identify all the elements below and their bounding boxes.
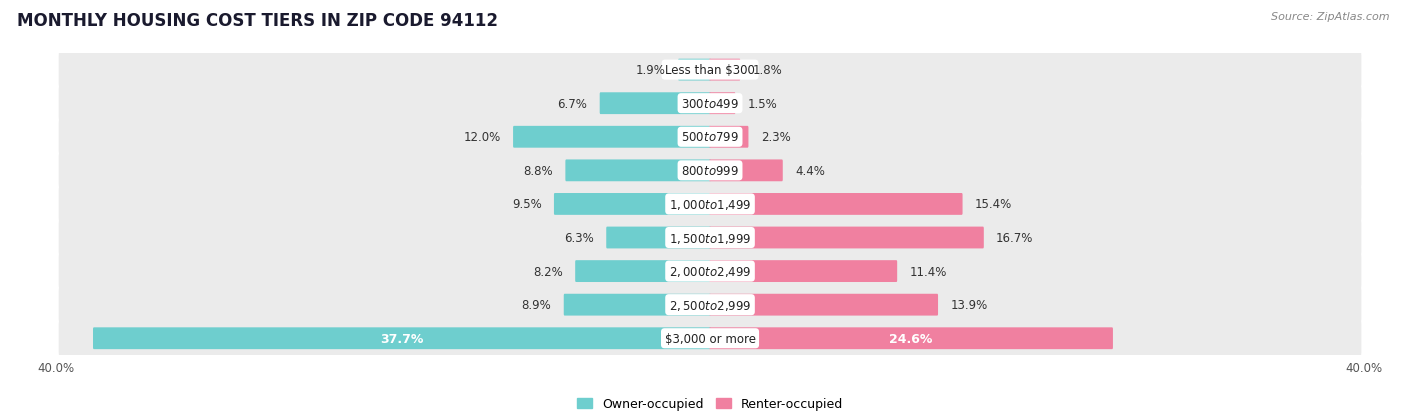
Text: 1.8%: 1.8% bbox=[752, 64, 782, 77]
Text: $300 to $499: $300 to $499 bbox=[681, 97, 740, 110]
Text: 11.4%: 11.4% bbox=[910, 265, 946, 278]
FancyBboxPatch shape bbox=[709, 126, 748, 148]
Text: $1,000 to $1,499: $1,000 to $1,499 bbox=[669, 197, 751, 211]
FancyBboxPatch shape bbox=[565, 160, 711, 182]
Text: 1.9%: 1.9% bbox=[636, 64, 666, 77]
FancyBboxPatch shape bbox=[59, 85, 1361, 123]
Text: 9.5%: 9.5% bbox=[512, 198, 541, 211]
Text: $2,500 to $2,999: $2,500 to $2,999 bbox=[669, 298, 751, 312]
FancyBboxPatch shape bbox=[59, 219, 1361, 257]
FancyBboxPatch shape bbox=[59, 51, 1361, 90]
Text: 8.2%: 8.2% bbox=[533, 265, 562, 278]
Text: 8.8%: 8.8% bbox=[523, 164, 553, 178]
Text: 16.7%: 16.7% bbox=[995, 231, 1033, 244]
FancyBboxPatch shape bbox=[709, 93, 735, 115]
Text: 6.7%: 6.7% bbox=[558, 97, 588, 110]
Text: Less than $300: Less than $300 bbox=[665, 64, 755, 77]
FancyBboxPatch shape bbox=[606, 227, 711, 249]
Text: 4.4%: 4.4% bbox=[794, 164, 825, 178]
FancyBboxPatch shape bbox=[93, 328, 711, 349]
FancyBboxPatch shape bbox=[709, 294, 938, 316]
FancyBboxPatch shape bbox=[59, 185, 1361, 223]
Legend: Owner-occupied, Renter-occupied: Owner-occupied, Renter-occupied bbox=[572, 392, 848, 413]
Text: Source: ZipAtlas.com: Source: ZipAtlas.com bbox=[1271, 12, 1389, 22]
FancyBboxPatch shape bbox=[709, 160, 783, 182]
Text: 8.9%: 8.9% bbox=[522, 299, 551, 311]
FancyBboxPatch shape bbox=[709, 59, 741, 81]
FancyBboxPatch shape bbox=[59, 252, 1361, 290]
FancyBboxPatch shape bbox=[59, 319, 1361, 358]
FancyBboxPatch shape bbox=[709, 328, 1114, 349]
Text: 6.3%: 6.3% bbox=[564, 231, 593, 244]
Text: $800 to $999: $800 to $999 bbox=[681, 164, 740, 178]
FancyBboxPatch shape bbox=[554, 194, 711, 215]
Text: 24.6%: 24.6% bbox=[890, 332, 932, 345]
Text: 37.7%: 37.7% bbox=[380, 332, 423, 345]
FancyBboxPatch shape bbox=[513, 126, 711, 148]
FancyBboxPatch shape bbox=[59, 152, 1361, 190]
Text: $3,000 or more: $3,000 or more bbox=[665, 332, 755, 345]
Text: $500 to $799: $500 to $799 bbox=[681, 131, 740, 144]
Text: MONTHLY HOUSING COST TIERS IN ZIP CODE 94112: MONTHLY HOUSING COST TIERS IN ZIP CODE 9… bbox=[17, 12, 498, 30]
FancyBboxPatch shape bbox=[678, 59, 711, 81]
FancyBboxPatch shape bbox=[59, 286, 1361, 324]
FancyBboxPatch shape bbox=[709, 194, 963, 215]
Text: 12.0%: 12.0% bbox=[464, 131, 501, 144]
FancyBboxPatch shape bbox=[709, 261, 897, 282]
Text: 13.9%: 13.9% bbox=[950, 299, 987, 311]
FancyBboxPatch shape bbox=[709, 227, 984, 249]
FancyBboxPatch shape bbox=[600, 93, 711, 115]
FancyBboxPatch shape bbox=[575, 261, 711, 282]
FancyBboxPatch shape bbox=[564, 294, 711, 316]
Text: 15.4%: 15.4% bbox=[974, 198, 1012, 211]
Text: $1,500 to $1,999: $1,500 to $1,999 bbox=[669, 231, 751, 245]
Text: 2.3%: 2.3% bbox=[761, 131, 790, 144]
FancyBboxPatch shape bbox=[59, 119, 1361, 157]
Text: 1.5%: 1.5% bbox=[748, 97, 778, 110]
Text: $2,000 to $2,499: $2,000 to $2,499 bbox=[669, 264, 751, 278]
